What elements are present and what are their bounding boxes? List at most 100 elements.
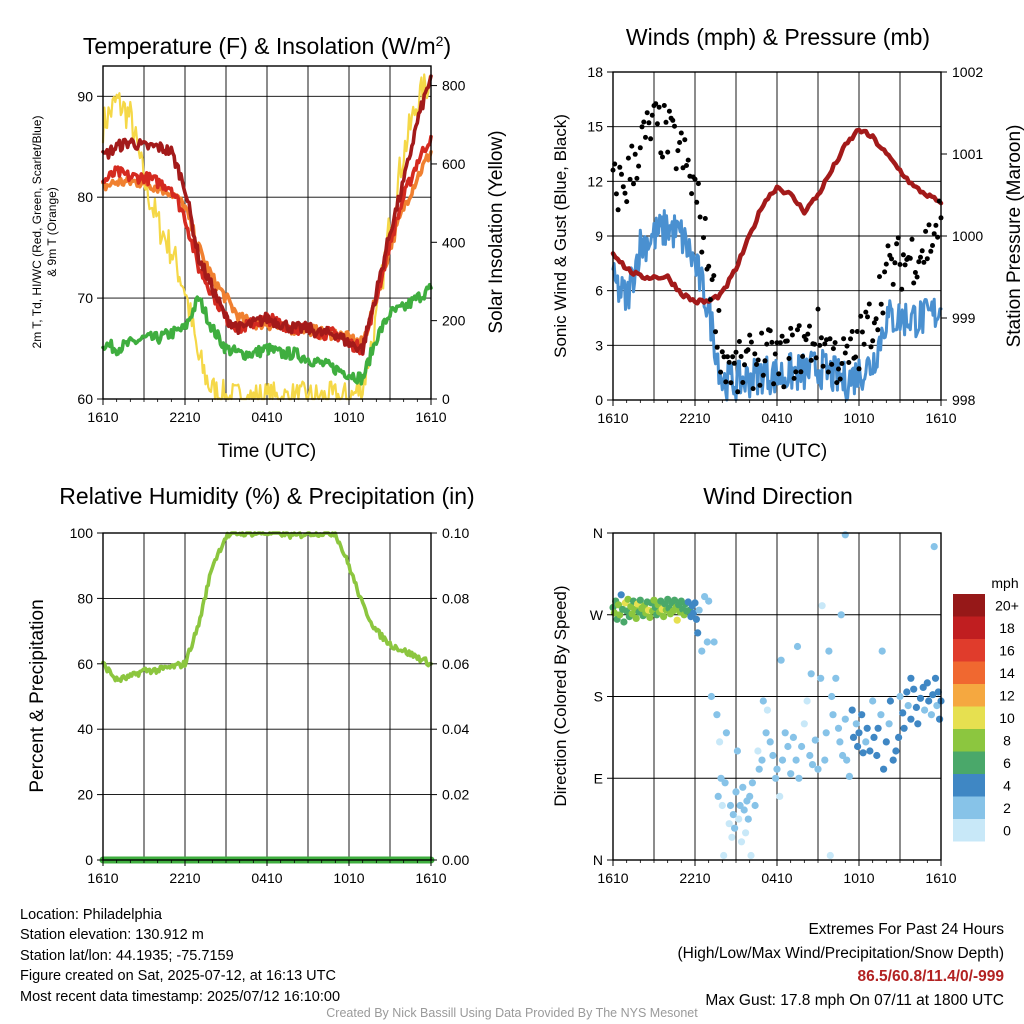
- gust-point: [719, 349, 725, 355]
- direction-point: [808, 761, 817, 769]
- extremes-legend: (High/Low/Max Wind/Precipitation/Snow De…: [677, 944, 1005, 962]
- legend-label: 20+: [995, 597, 1019, 613]
- direction-point: [878, 647, 886, 655]
- x-tick-label: 1610: [925, 870, 956, 886]
- direction-point: [776, 792, 784, 801]
- x-tick-label: 1610: [87, 409, 118, 425]
- gust-point: [757, 382, 763, 388]
- gust-point: [634, 175, 640, 181]
- gust-point: [779, 333, 785, 339]
- gust-point: [844, 343, 850, 349]
- gust-point: [769, 339, 775, 345]
- gust-point: [930, 243, 935, 248]
- direction-point: [740, 806, 748, 814]
- gust-point: [663, 119, 669, 125]
- legend-label: 16: [999, 642, 1015, 658]
- direction-point: [828, 692, 836, 701]
- gust-point: [836, 366, 841, 372]
- gust-point: [709, 277, 715, 283]
- direction-point: [886, 697, 895, 705]
- direction-point: [921, 706, 929, 714]
- gust-point: [832, 340, 838, 346]
- gust-point: [921, 259, 927, 265]
- gust-point: [807, 323, 812, 329]
- gust-point: [859, 329, 865, 335]
- gust-point: [718, 369, 724, 375]
- gust-point: [617, 164, 623, 170]
- y-axis-label: Direction (Colored By Speed): [551, 585, 570, 806]
- gust-point: [895, 235, 901, 241]
- direction-point: [762, 729, 770, 737]
- legend-swatch: [953, 774, 985, 797]
- gust-point: [822, 341, 828, 347]
- chart-title: Wind Direction: [703, 483, 853, 509]
- direction-point: [895, 733, 903, 742]
- gust-point: [923, 228, 929, 234]
- y-tick-label: E: [594, 770, 603, 786]
- gust-point: [702, 216, 708, 221]
- gust-point: [882, 269, 888, 275]
- gust-point: [935, 234, 941, 240]
- y-right-tick-label: 200: [442, 313, 466, 329]
- gust-point: [750, 386, 756, 392]
- direction-point: [899, 709, 907, 717]
- gust-point: [713, 329, 718, 335]
- gust-point: [798, 369, 804, 375]
- legend-swatch: [953, 729, 985, 752]
- direction-point: [825, 647, 833, 655]
- direction-point: [880, 765, 888, 773]
- gust-point: [658, 150, 664, 156]
- direction-point: [930, 543, 938, 551]
- gust-point: [636, 163, 642, 169]
- gust-point: [728, 380, 734, 386]
- direction-point: [916, 694, 925, 702]
- direction-point: [650, 596, 658, 604]
- direction-point: [907, 674, 915, 682]
- gust-point: [714, 344, 720, 350]
- series-solar-insolation: [101, 73, 433, 401]
- y-tick-label: 9: [595, 228, 603, 244]
- direction-point: [733, 747, 742, 755]
- direction-point: [690, 609, 698, 617]
- direction-point: [869, 697, 877, 705]
- y-tick-label: 12: [587, 173, 603, 189]
- legend-swatch: [953, 819, 985, 842]
- direction-point: [803, 697, 811, 705]
- direction-point: [923, 679, 931, 687]
- direction-point: [866, 747, 874, 755]
- gust-point: [736, 339, 742, 344]
- gust-point: [805, 331, 811, 337]
- legend-label: 0: [1003, 822, 1011, 838]
- gust-point: [803, 337, 809, 343]
- direction-point: [931, 674, 940, 682]
- direction-point: [758, 756, 766, 764]
- direction-point: [673, 616, 681, 624]
- panel-winds: 1610 2210 0410 1010 1610 0 3 6 9 12 15 18 998 999 1000…: [551, 24, 1024, 462]
- direction-point: [695, 606, 703, 614]
- gust-point: [646, 120, 652, 126]
- gust-point: [928, 248, 934, 254]
- y-tick-label: 15: [587, 119, 603, 135]
- direction-point: [836, 738, 844, 746]
- gust-point: [675, 148, 681, 154]
- gust-point: [924, 256, 930, 262]
- gust-point: [754, 362, 759, 367]
- gust-point: [933, 222, 939, 228]
- gust-point: [673, 166, 679, 172]
- direction-point: [746, 792, 754, 801]
- direction-point: [725, 820, 733, 828]
- gust-point: [776, 371, 782, 377]
- x-axis-label: Time (UTC): [218, 441, 317, 462]
- gust-point: [914, 274, 920, 280]
- y-tick-label: 60: [77, 391, 93, 407]
- gust-point: [791, 375, 797, 381]
- legend-label: 10: [999, 710, 1015, 726]
- gust-point: [644, 110, 650, 116]
- direction-point: [903, 688, 911, 696]
- legend-swatch: [953, 639, 985, 662]
- title-main: Temperature (F) & Insolation (W/m: [83, 33, 436, 59]
- gust-point: [842, 350, 848, 356]
- direction-point: [925, 697, 933, 705]
- gust-point: [625, 155, 631, 161]
- direction-point: [892, 747, 900, 755]
